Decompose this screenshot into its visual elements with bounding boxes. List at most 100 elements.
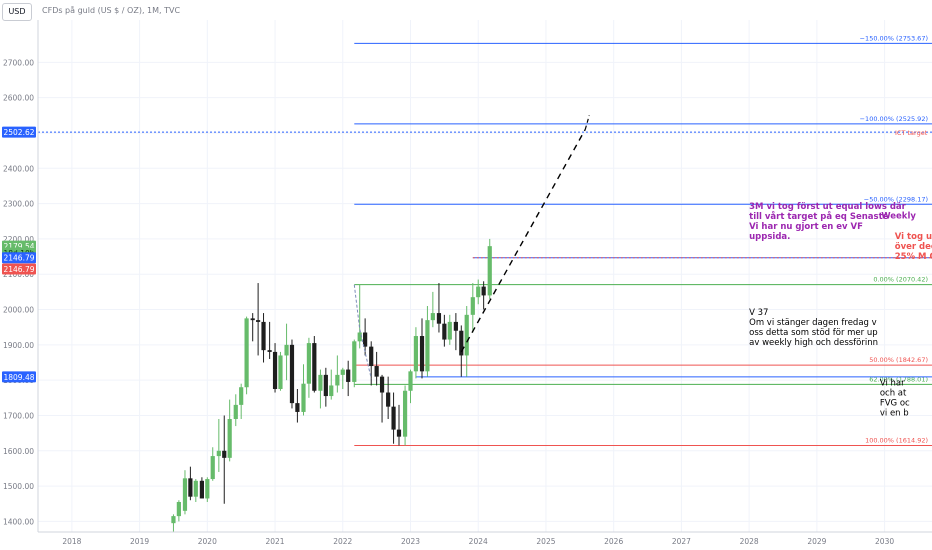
candle-body <box>386 392 391 407</box>
annotation-line: vi en b <box>880 408 909 418</box>
x-tick-label: 2030 <box>875 537 894 546</box>
candle-body <box>267 350 272 352</box>
candle-body <box>487 246 492 296</box>
annotation-line: Vi har nu gjort en ev VF <box>749 222 863 232</box>
candle-body <box>340 369 345 375</box>
candle-body <box>222 450 227 458</box>
toolbar: USD CFDs på guld (US $ / OZ), 1M, TVC <box>0 0 932 22</box>
fib-level-label: 62.00% (1788.01) <box>869 375 928 383</box>
projection-line <box>460 129 586 353</box>
candle-body <box>464 314 469 356</box>
fib-level-label: 0.00% (2070.42) <box>873 276 928 284</box>
fib-level-label: 100.00% (1614.92) <box>865 437 928 445</box>
price-badge-label: 2146.79 <box>3 265 34 274</box>
candle-body <box>430 313 435 321</box>
annotation-text: 3M vi tog först ut equal lows där till vå… <box>749 202 907 242</box>
x-tick-label: 2027 <box>672 537 691 546</box>
y-tick-label: 1500.00 <box>3 482 34 491</box>
candle-body <box>239 387 244 405</box>
y-tick-label: 2700.00 <box>3 58 34 67</box>
candle-body <box>171 516 176 524</box>
candle-body <box>436 313 442 324</box>
candle-body <box>301 383 306 412</box>
candle-body <box>318 374 323 391</box>
annotation-line: av weekly high och dessförinn <box>749 338 878 348</box>
candle-body <box>459 330 464 356</box>
candle-body <box>413 336 419 372</box>
candle-body <box>363 332 368 347</box>
fib-level-label: −50.00% (2298.17) <box>864 195 928 203</box>
candle-body <box>216 450 221 457</box>
candle-body <box>391 406 396 430</box>
x-tick-label: 2018 <box>62 537 81 546</box>
candle-body <box>419 336 425 372</box>
y-tick-label: 2100.00 <box>3 270 34 279</box>
candle-body <box>312 343 317 391</box>
y-tick-label: 2600.00 <box>3 94 34 103</box>
projection-tail <box>584 115 590 130</box>
x-tick-label: 2029 <box>807 537 826 546</box>
x-tick-label: 2028 <box>740 537 759 546</box>
x-tick-label: 2022 <box>333 537 352 546</box>
candle-body <box>329 385 334 397</box>
annotation-line: V 37 <box>749 308 768 318</box>
annotation-line: över dec <box>895 242 932 252</box>
candle-body <box>227 419 232 458</box>
price-badge <box>2 263 36 275</box>
x-tick-label: 2019 <box>130 537 149 546</box>
hline-label: ICT target <box>895 129 928 137</box>
candle-body <box>352 341 357 382</box>
candle-body <box>379 376 385 393</box>
candle-body <box>193 480 198 497</box>
candle-body <box>453 321 458 331</box>
annotation-text: Weekly <box>881 211 916 221</box>
x-tick-label: 2020 <box>198 537 217 546</box>
price-badge <box>2 371 36 383</box>
candles <box>171 238 492 532</box>
grid <box>38 20 932 532</box>
candle-body <box>205 479 210 499</box>
candle-body <box>284 344 289 356</box>
candle-body <box>470 297 475 315</box>
zigzag-line <box>353 284 372 379</box>
x-tick-label: 2023 <box>401 537 420 546</box>
price-badge <box>2 252 36 264</box>
price-badge <box>2 126 36 138</box>
price-badge-label: 1809.48 <box>3 373 34 382</box>
candle-body <box>402 390 408 437</box>
annotation-line: 3M vi tog först ut equal lows där <box>749 202 907 212</box>
annotation-text: V 37 Om vi stänger dagen fredag v oss dett… <box>749 308 878 348</box>
candle-body <box>289 344 295 404</box>
annotation-line: Om vi stänger dagen fredag v <box>749 318 877 328</box>
annotation-line: FVG oc <box>880 398 910 408</box>
candle-body <box>323 374 328 397</box>
currency-selector[interactable]: USD <box>2 3 32 21</box>
candle-body <box>233 404 238 420</box>
candle-body <box>176 501 181 517</box>
candle-body <box>442 323 447 340</box>
candle-body <box>306 343 312 384</box>
candle-body <box>476 286 481 298</box>
candle-body <box>374 366 379 377</box>
x-axis: 2018 2019 2020 2021 2022 2023 2024 2025 2026 2027… <box>38 531 932 546</box>
candle-body <box>481 286 486 296</box>
x-tick-label: 2024 <box>469 537 488 546</box>
annotation-line: uppsida. <box>749 232 790 242</box>
annotation-line: Vi tog ut <box>895 232 932 242</box>
annotations: 3M vi tog först ut equal lows där till vå… <box>749 202 932 419</box>
candle-body <box>244 318 249 388</box>
candle-body <box>447 321 452 340</box>
price-badge-label: 2179.54 <box>3 242 34 251</box>
candle-body <box>278 355 283 389</box>
candle-body <box>261 321 266 351</box>
annotation-line: Vi har <box>880 378 905 388</box>
annotation-text: Vi har och at FVG oc vi en b <box>880 378 910 418</box>
y-tick-label: 1600.00 <box>3 447 34 456</box>
annotation-line: oss detta som stöd för mer up <box>749 328 878 338</box>
annotation-line: 25% M O <box>895 252 932 262</box>
x-tick-label: 2021 <box>265 537 284 546</box>
candle-body <box>425 320 430 372</box>
